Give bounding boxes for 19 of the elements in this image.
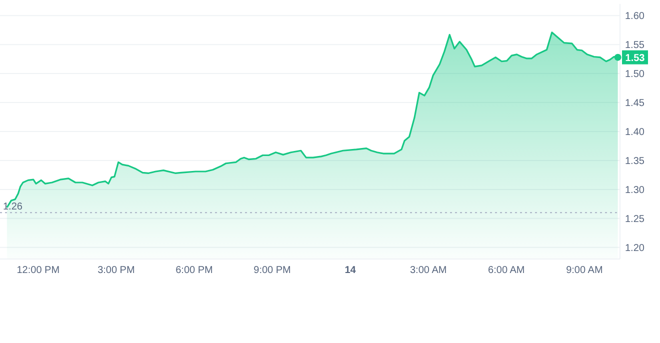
y-tick-label: 1.25 <box>625 214 645 225</box>
y-tick-label: 1.30 <box>625 184 645 196</box>
y-tick-label: 1.35 <box>625 156 645 167</box>
y-tick-label: 1.55 <box>625 40 645 52</box>
x-tick-label: 6:00 PM <box>176 265 213 276</box>
x-tick-label: 3:00 AM <box>410 265 447 276</box>
y-tick-label: 1.40 <box>625 127 645 138</box>
x-tick-label: 3:00 PM <box>98 265 135 276</box>
y-tick-label: 1.45 <box>625 98 645 110</box>
y-tick-label: 1.60 <box>625 11 645 22</box>
y-tick-label: 1.20 <box>625 242 645 254</box>
x-tick-label: 9:00 PM <box>254 265 291 276</box>
ref-line-label: 1.26 <box>3 202 23 213</box>
y-tick-label: 1.50 <box>625 69 645 80</box>
x-tick-label: 14 <box>344 265 356 276</box>
x-tick-label: 9:00 AM <box>566 265 603 276</box>
annotation: 1.53 <box>625 52 646 64</box>
x-tick-label: 12:00 PM <box>16 265 60 276</box>
x-tick-label: 6:00 AM <box>488 265 525 276</box>
